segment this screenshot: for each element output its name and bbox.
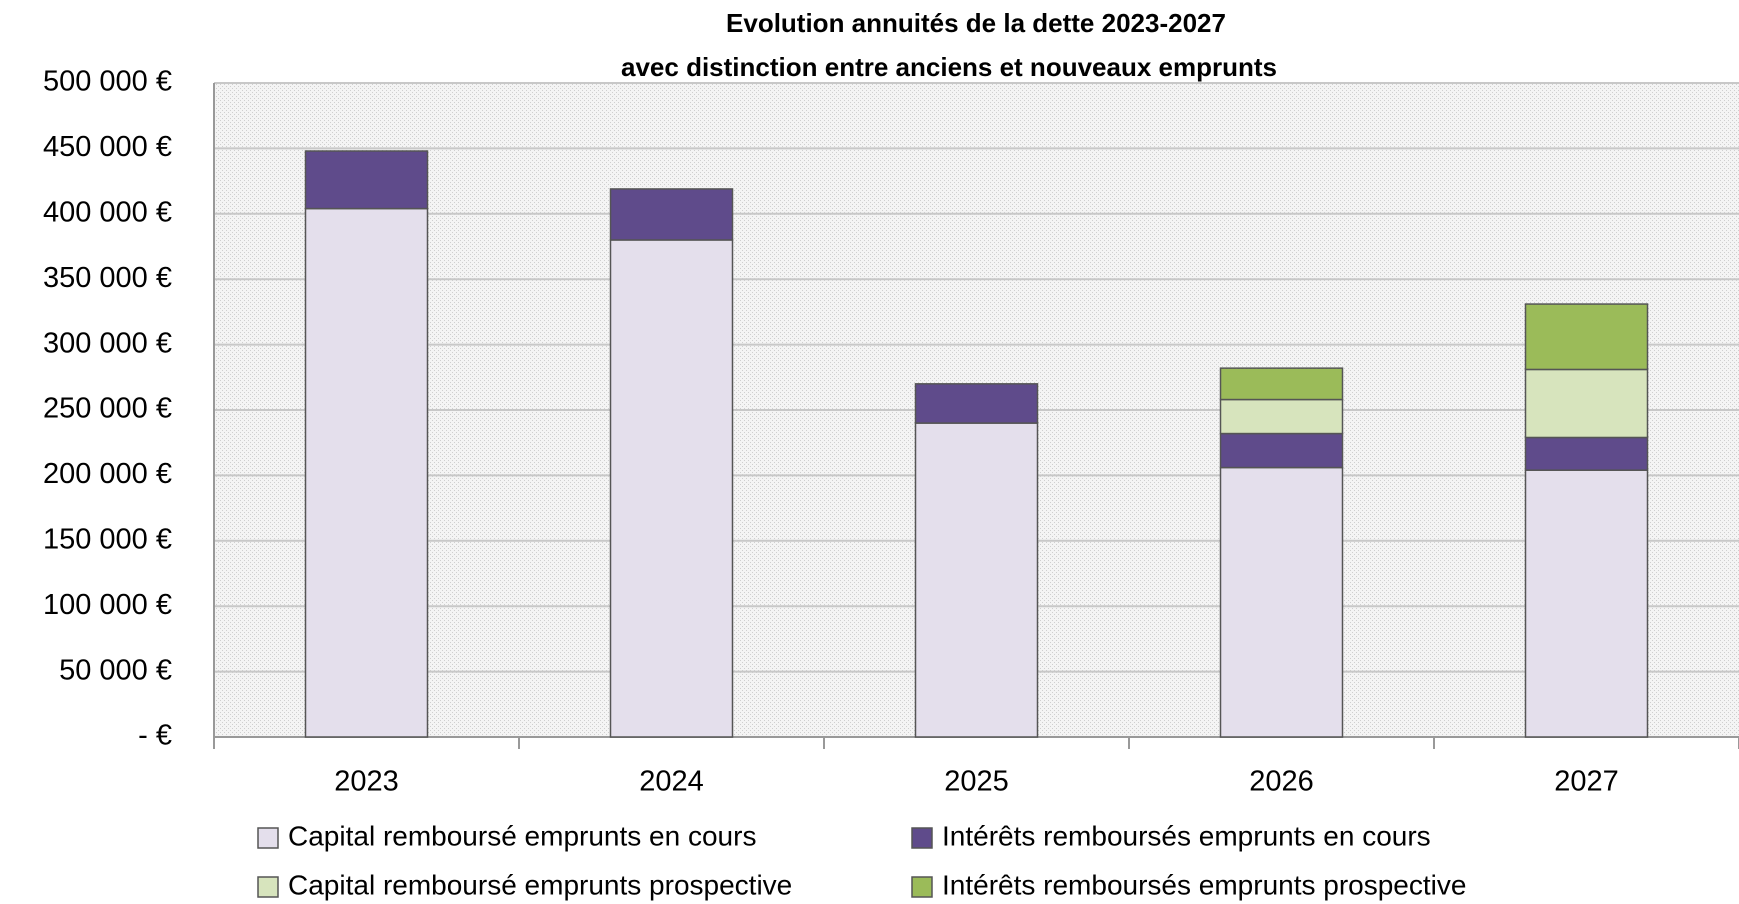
bar-segment	[1524, 368, 1649, 439]
y-tick-label: 500 000 €	[43, 66, 172, 98]
bar-segment	[914, 383, 1039, 424]
x-tick-label: 2026	[1249, 766, 1314, 798]
legend-label: Capital remboursé emprunts prospective	[288, 869, 792, 900]
legend-swatch	[911, 827, 933, 849]
x-tick-label: 2025	[944, 766, 1009, 798]
bar-segment	[1524, 303, 1649, 371]
bar-segment	[609, 188, 734, 241]
chart-subtitle: avec distinction entre anciens et nouvea…	[621, 52, 1277, 82]
legend-swatch	[911, 876, 933, 898]
y-tick-label: 350 000 €	[43, 262, 172, 294]
bar-segment	[304, 150, 429, 210]
y-tick-label: 200 000 €	[43, 458, 172, 490]
y-tick-label: 300 000 €	[43, 327, 172, 359]
y-tick-label: - €	[138, 720, 172, 752]
y-tick-label: 50 000 €	[59, 654, 172, 686]
bar-segment	[1219, 367, 1344, 401]
legend-swatch	[257, 876, 279, 898]
x-tick-label: 2023	[334, 766, 399, 798]
bar-segment	[1524, 469, 1649, 738]
y-tick-label: 250 000 €	[43, 393, 172, 425]
chart-title: Evolution annuités de la dette 2023-2027	[726, 8, 1226, 38]
legend-label: Intérêts remboursés emprunts prospective	[942, 869, 1466, 900]
bar-segment	[304, 207, 429, 738]
bar-segment	[1524, 436, 1649, 471]
x-tick-label: 2027	[1554, 766, 1619, 798]
legend-label: Intérêts remboursés emprunts en cours	[942, 820, 1431, 851]
x-tick-label: 2024	[639, 766, 704, 798]
legend-label: Capital remboursé emprunts en cours	[288, 820, 756, 851]
bar-segment	[1219, 466, 1344, 738]
y-tick-label: 400 000 €	[43, 196, 172, 228]
bar-segment	[609, 239, 734, 738]
y-tick-label: 150 000 €	[43, 523, 172, 555]
bar-segment	[914, 422, 1039, 738]
bar-segment	[1219, 398, 1344, 435]
y-tick-label: 450 000 €	[43, 131, 172, 163]
legend-swatch	[257, 827, 279, 849]
y-tick-label: 100 000 €	[43, 589, 172, 621]
bar-segment	[1219, 432, 1344, 469]
